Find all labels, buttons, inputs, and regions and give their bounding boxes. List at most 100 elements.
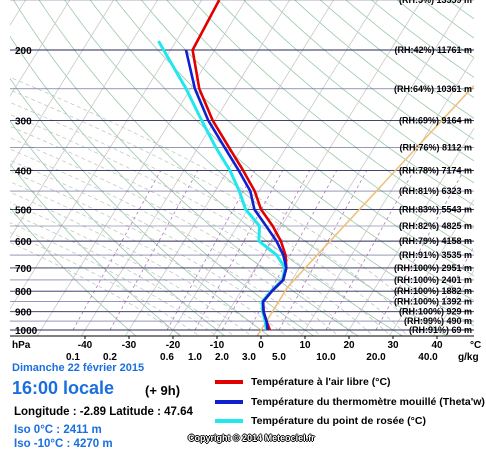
pressure-tick-label: 400: [15, 167, 32, 178]
forecast-offset: (+ 9h): [145, 383, 181, 398]
isotherm: [212, 0, 423, 336]
dry-adiabat: [140, 0, 474, 277]
pressure-tick-label: 1000: [15, 326, 38, 337]
legend-temp-label: Température à l'air libre (°C): [251, 376, 391, 388]
rh-height-label: (RH:100%) 1392 m: [394, 297, 472, 307]
rh-height-label: (RH:91%) 3535 m: [399, 250, 472, 260]
isotherm: [344, 127, 474, 336]
temp-tick-label: 10: [299, 340, 311, 351]
copyright: Copyright © 2014 Meteociel.fr: [188, 433, 315, 443]
rh-height-label: (RH:100%) 2401 m: [394, 275, 472, 285]
mixing-tick-label: 40.0: [418, 352, 438, 362]
isotherm: [168, 0, 379, 336]
legend-temp: Température à l'air libre (°C): [215, 376, 391, 388]
rh-height-label: (RH:91%) 69 m: [409, 325, 472, 335]
pressure-tick-label: 300: [15, 117, 32, 128]
isotherm: [10, 0, 115, 168]
temp-tick-label: 0: [258, 340, 264, 351]
mixing-tick-label: 20.0: [366, 352, 386, 362]
mixing-ratio-line: [325, 170, 415, 331]
temp-unit: °C: [470, 340, 481, 351]
isotherm: [300, 56, 474, 336]
rh-height-label: (RH:100%) 1882 m: [394, 286, 472, 296]
dry-adiabat: [38, 0, 404, 336]
coordinates: Longitude : -2.89 Latitude : 47.64: [14, 406, 193, 418]
iso-zero-level: Iso 0°C : 2411 m: [14, 424, 102, 436]
dry-adiabat: [166, 0, 474, 253]
rh-height-label: (RH:83%) 5543 m: [399, 204, 472, 214]
rh-labels: (RH:5%) 13559 m (RH:42%) 11761 m (RH:64%) …: [394, 0, 472, 335]
dry-adiabat: [268, 0, 474, 162]
dry-adiabat: [10, 120, 226, 336]
mixing-tick-label: 3.0: [242, 352, 256, 362]
profiles: [157, 0, 288, 331]
iso-minus10-level: Iso -10°C : 4270 m: [14, 438, 113, 450]
chart-footer: Dimanche 22 février 2015 16:00 locale (+…: [0, 362, 486, 453]
chart-grid: [10, 0, 486, 338]
legend-temp-swatch: [215, 380, 243, 385]
dry-adiabat: [243, 0, 474, 184]
mixing-tick-label: 1.0: [188, 352, 202, 362]
pressure-tick-label: 900: [15, 308, 32, 319]
pressure-unit: hPa: [12, 340, 31, 351]
pressure-tick-label: 500: [15, 205, 32, 216]
mixing-ratio-line: [109, 170, 199, 331]
pressure-axis: 200 300 400 500 600 700 800 900 1000 hPa: [12, 46, 38, 351]
rh-height-label: (RH:69%) 9164 m: [399, 116, 472, 126]
mixing-ratio-line: [194, 170, 284, 331]
forecast-time: 16:00 locale: [12, 378, 115, 398]
legend-dewpoint-swatch: [215, 419, 243, 424]
mixing-tick-label: 0.2: [103, 352, 117, 362]
freezing-isotherm-ext: [287, 85, 474, 288]
mixing-tick-label: 2.0: [215, 352, 229, 362]
mixing-ratio-line: [72, 170, 162, 331]
temp-tick-label: 40: [431, 340, 443, 351]
legend-wetbulb-swatch: [215, 400, 243, 405]
dry-adiabat: [191, 0, 474, 229]
temp-tick-label: -10: [210, 340, 225, 351]
temperature-axis: -40 -30 -20 -10 0 10 20 30 40 °C: [78, 336, 481, 351]
mixing-tick-label: 0.6: [160, 352, 174, 362]
dry-adiabat: [10, 163, 181, 336]
isotherm: [10, 0, 203, 310]
legend-wetbulb: Température du thermomètre mouillé (Thet…: [215, 396, 485, 408]
rh-height-label: (RH:82%) 4825 m: [399, 221, 472, 231]
dry-adiabat: [10, 35, 315, 336]
mixing-ratio-line: [221, 170, 311, 331]
isotherm: [124, 0, 335, 336]
pressure-tick-label: 200: [15, 46, 32, 57]
isotherm: [476, 0, 486, 338]
temp-tick-label: -30: [122, 340, 137, 351]
dry-adiabat: [217, 0, 474, 206]
legend-dewpoint-label: Température du point de rosée (°C): [251, 415, 426, 427]
mixing-ratio-line: [278, 170, 368, 331]
freezing-isotherm: [256, 286, 289, 336]
temp-tick-label: 30: [387, 340, 399, 351]
isotherm: [10, 0, 159, 239]
mixing-tick-label: 10.0: [316, 352, 336, 362]
mixing-ratio-axis: 0.1 0.2 0.6 1.0 2.0 3.0 5.0 10.0 20.0 40.0 g/kg: [66, 352, 479, 362]
mixing-ratio-line: [375, 170, 465, 331]
rh-height-label: (RH:78%) 7174 m: [399, 166, 472, 176]
pressure-tick-label: 800: [15, 287, 32, 298]
isotherm: [36, 0, 247, 336]
mixing-unit: g/kg: [458, 352, 479, 362]
pressure-tick-label: 600: [15, 237, 32, 248]
dry-adiabat: [89, 0, 474, 327]
isotherm: [256, 0, 467, 336]
rh-height-label: (RH:81%) 6323 m: [399, 186, 472, 196]
dry-adiabat: [319, 0, 474, 119]
pressure-tick-label: 700: [15, 264, 32, 275]
dry-adiabat: [294, 0, 474, 140]
temp-tick-label: -40: [78, 340, 93, 351]
rh-height-label: (RH:42%) 11761 m: [394, 45, 472, 55]
isotherm: [80, 0, 291, 336]
rh-height-label: (RH:76%) 8112 m: [399, 142, 472, 152]
rh-height-label: (RH:100%) 929 m: [399, 307, 472, 317]
temp-tick-label: 20: [343, 340, 355, 351]
rh-height-label: (RH:5%) 13559 m: [399, 0, 472, 5]
mixing-ratio-line: [427, 245, 474, 331]
dry-adiabat: [345, 0, 474, 99]
rh-height-label: (RH:79%) 4158 m: [399, 236, 472, 246]
